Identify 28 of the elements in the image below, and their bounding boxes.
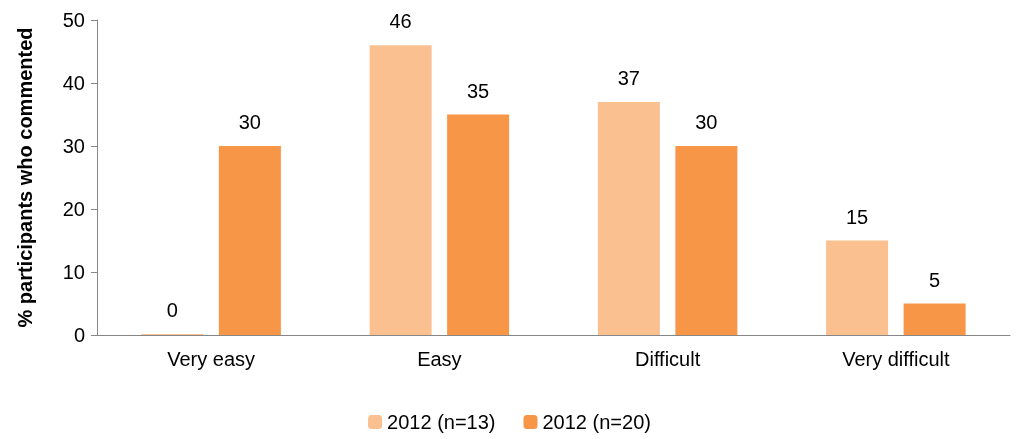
data-label: 30 xyxy=(238,111,261,133)
data-label: 0 xyxy=(166,299,178,321)
bar xyxy=(218,146,281,335)
legend-label: 2012 (n=20) xyxy=(542,411,651,433)
y-tick-label: 20 xyxy=(62,198,85,220)
data-label: 46 xyxy=(389,10,412,33)
x-tick-label: Easy xyxy=(417,348,462,370)
bar xyxy=(597,101,660,335)
bar xyxy=(826,240,889,335)
bar xyxy=(447,114,510,335)
bar xyxy=(675,146,738,335)
y-tick-label: 0 xyxy=(73,324,85,346)
y-tick-label: 40 xyxy=(62,72,85,94)
x-tick-label: Very easy xyxy=(167,348,256,370)
bar xyxy=(903,303,966,335)
y-axis-title: % participants who commented xyxy=(14,27,36,328)
x-tick-label: Very difficult xyxy=(842,348,951,370)
data-label: 35 xyxy=(467,79,490,102)
data-label: 15 xyxy=(846,205,869,228)
data-label: 37 xyxy=(617,66,640,89)
data-label: 30 xyxy=(695,111,718,133)
y-tick-label: 30 xyxy=(62,135,85,157)
y-tick-label: 10 xyxy=(62,261,85,283)
legend-label: 2012 (n=13) xyxy=(387,411,496,433)
x-tick-label: Difficult xyxy=(635,348,701,370)
y-tick-label: 50 xyxy=(62,9,85,31)
data-label: 5 xyxy=(929,268,941,291)
bar xyxy=(369,45,432,335)
